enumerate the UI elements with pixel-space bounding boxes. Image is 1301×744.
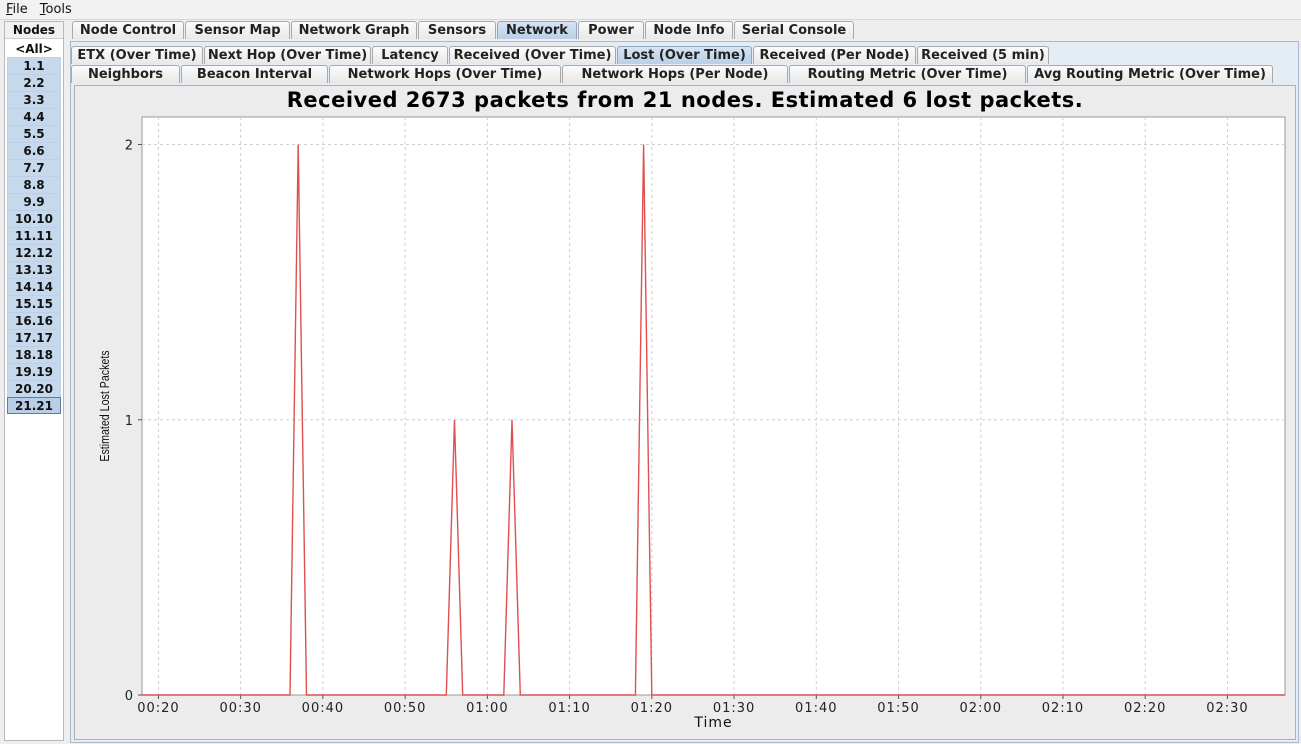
tab-node-info[interactable]: Node Info <box>645 21 733 39</box>
subtab-neighbors[interactable]: Neighbors <box>71 65 180 83</box>
node-item[interactable]: 2.2 <box>7 74 61 91</box>
x-tick-label: 01:20 <box>631 701 673 716</box>
menu-file[interactable]: File <box>6 2 28 17</box>
y-axis-label: Estimated Lost Packets <box>97 350 112 461</box>
tab-serial-console[interactable]: Serial Console <box>734 21 854 39</box>
subtab-routing-metric-over-time[interactable]: Routing Metric (Over Time) <box>789 65 1026 83</box>
x-tick-label: 01:10 <box>548 701 590 716</box>
tab-sensor-map[interactable]: Sensor Map <box>185 21 290 39</box>
subtab-received-5-min[interactable]: Received (5 min) <box>917 46 1049 64</box>
chart-panel: 00:20 00:30 00:40 00:50 01:00 01:10 01:20 01:30… <box>74 85 1296 740</box>
node-item[interactable]: 9.9 <box>7 193 61 210</box>
subtab-avg-routing-metric-over-time[interactable]: Avg Routing Metric (Over Time) <box>1027 65 1273 83</box>
x-axis-label: Time <box>693 715 732 731</box>
node-item[interactable]: 11.11 <box>7 227 61 244</box>
y-tick-label: 1 <box>125 414 133 429</box>
subtab-lost-over-time[interactable]: Lost (Over Time) <box>617 46 752 64</box>
x-tick-label: 00:20 <box>137 701 179 716</box>
node-item[interactable]: 5.5 <box>7 125 61 142</box>
node-item[interactable]: 15.15 <box>7 295 61 312</box>
node-item[interactable]: 8.8 <box>7 176 61 193</box>
x-tick-label: 01:50 <box>877 701 919 716</box>
x-tick-label: 02:00 <box>960 701 1002 716</box>
menu-tools[interactable]: Tools <box>39 2 72 17</box>
x-tick-label: 00:50 <box>384 701 426 716</box>
node-item[interactable]: 6.6 <box>7 142 61 159</box>
node-item[interactable]: 10.10 <box>7 210 61 227</box>
subtab-received-over-time[interactable]: Received (Over Time) <box>449 46 616 64</box>
node-item[interactable]: 18.18 <box>7 346 61 363</box>
subtab-network-hops-over-time[interactable]: Network Hops (Over Time) <box>329 65 561 83</box>
node-list: <All> 1.1 2.2 3.3 4.4 5.5 6.6 7.7 8.8 9.9 10.10 11.… <box>5 39 63 414</box>
subtab-beacon-interval[interactable]: Beacon Interval <box>181 65 328 83</box>
lost-over-time-chart: 00:20 00:30 00:40 00:50 01:00 01:10 01:20 01:30… <box>97 116 1286 731</box>
tab-sensors[interactable]: Sensors <box>418 21 496 39</box>
tab-power[interactable]: Power <box>578 21 644 39</box>
tab-network-graph[interactable]: Network Graph <box>291 21 417 39</box>
x-tick-label: 02:10 <box>1042 701 1084 716</box>
node-item[interactable]: 1.1 <box>7 57 61 74</box>
node-item[interactable]: 14.14 <box>7 278 61 295</box>
node-item[interactable]: 4.4 <box>7 108 61 125</box>
x-tick-label: 02:30 <box>1206 701 1248 716</box>
x-tick-label: 00:30 <box>219 701 261 716</box>
menu-bar: File Tools <box>0 0 1301 20</box>
nodes-title: Nodes <box>5 22 63 39</box>
subtab-latency[interactable]: Latency <box>372 46 448 64</box>
x-tick-label: 01:40 <box>795 701 837 716</box>
node-item[interactable]: 3.3 <box>7 91 61 108</box>
tab-network[interactable]: Network <box>497 21 577 39</box>
subtab-received-per-node[interactable]: Received (Per Node) <box>753 46 916 64</box>
node-item[interactable]: 7.7 <box>7 159 61 176</box>
subtab-next-hop-over-time[interactable]: Next Hop (Over Time) <box>204 46 371 64</box>
y-tick-label: 0 <box>125 689 133 704</box>
x-tick-label: 01:00 <box>466 701 508 716</box>
x-tick-label: 02:20 <box>1124 701 1166 716</box>
node-item[interactable]: 21.21 <box>7 397 61 414</box>
node-item[interactable]: 20.20 <box>7 380 61 397</box>
x-tick-label: 00:40 <box>302 701 344 716</box>
subtab-network-hops-per-node[interactable]: Network Hops (Per Node) <box>562 65 788 83</box>
node-item[interactable]: 19.19 <box>7 363 61 380</box>
node-item-all[interactable]: <All> <box>7 40 61 57</box>
node-item[interactable]: 12.12 <box>7 244 61 261</box>
x-tick-label: 01:30 <box>713 701 755 716</box>
tab-node-control[interactable]: Node Control <box>72 21 184 39</box>
y-tick-label: 2 <box>125 139 133 154</box>
nodes-panel: Nodes <All> 1.1 2.2 3.3 4.4 5.5 6.6 7.7 8.8 9.9 10… <box>4 21 64 741</box>
node-item[interactable]: 13.13 <box>7 261 61 278</box>
node-item[interactable]: 16.16 <box>7 312 61 329</box>
network-panel: ETX (Over Time) Next Hop (Over Time) Laten… <box>70 41 1299 743</box>
main-area: Node Control Sensor Map Network Graph Senso… <box>70 21 1301 744</box>
plot-area <box>141 116 1286 696</box>
series-line <box>142 144 1285 696</box>
subtab-etx-over-time[interactable]: ETX (Over Time) <box>71 46 203 64</box>
node-item[interactable]: 17.17 <box>7 329 61 346</box>
chart-title: Received 2673 packets from 21 nodes. Est… <box>286 88 1084 112</box>
